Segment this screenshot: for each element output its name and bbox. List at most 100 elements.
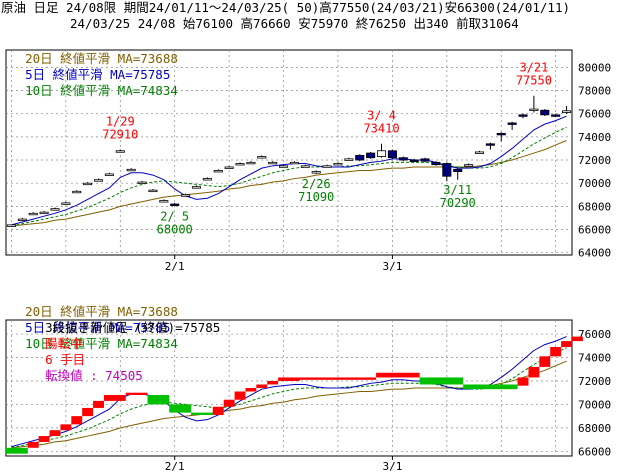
candle-body [485,143,495,146]
candle-body [72,190,82,194]
brick-up [278,377,300,381]
ma20-line [11,140,567,227]
brick-up [49,430,61,437]
brick-up [528,366,540,378]
annotation-value: 68000 [157,222,193,236]
candle-body [246,161,256,165]
top-y-tick: 70000 [578,177,611,190]
candle-body [104,173,114,176]
candle-body [322,165,332,168]
ma5-line [11,115,567,226]
header-line-2: 24/03/25 24/08 始76100 高76660 安75970 終762… [70,16,519,31]
brick-up [93,400,104,408]
legend-ma20: 20日 終値平滑 MA=73688 [25,51,178,66]
brick-up [82,407,94,417]
bottom-y-tick: 70000 [578,398,611,411]
candle-body [235,163,245,166]
legend-ma20-b: 20日 終値平滑 MA=73688 [25,304,178,319]
candle-body [551,114,561,117]
bottom-x-tick-label: 2/1 [165,460,185,473]
ma10-line [11,126,567,227]
candle-body [355,154,365,161]
status-trend: 陽転中 [45,336,83,351]
candle-body [39,211,49,215]
bottom-plot-frame [5,319,573,457]
annotation-date: 1/29 [106,114,135,128]
bottom-y-tick: 68000 [578,422,611,435]
brick-up [267,380,279,385]
brick-up [125,392,148,396]
candle-body [279,165,289,168]
annotation-value: 77550 [516,74,552,88]
candle-body [540,109,550,116]
annotation-date: 2/26 [302,177,331,191]
brick-up [38,436,50,442]
brick-up [517,377,529,386]
candle-body [289,161,299,165]
top-x-tick-label: 3/1 [382,260,402,273]
candle-body [496,132,506,136]
candle-body [376,150,387,157]
brick-up [223,399,235,407]
annotation-date: 3/ 4 [367,109,396,123]
candle-body [311,171,321,174]
brick-up [572,336,583,342]
candle-body [257,156,267,159]
candle-body [420,158,430,162]
annotation-value: 71090 [298,190,334,204]
candle-body [93,179,104,182]
candle-body [115,150,125,153]
top-x-tick-label: 2/1 [165,260,185,273]
candle-body [181,194,191,197]
candle-body [366,152,376,159]
candle-body [268,161,278,165]
candle-body [61,202,71,205]
candle-body [529,108,539,111]
brick-up [376,372,420,378]
annotation-value: 73410 [363,122,399,136]
brick-up [299,377,377,380]
legend-ma5: 5日 終値平滑 MA=75785 [25,67,171,82]
candle-body [398,157,408,161]
top-y-tick: 66000 [578,224,611,237]
candle-body [170,203,180,206]
bottom-y-tick: 66000 [578,445,611,458]
bottom-ma5-line [11,336,567,448]
candle-body [213,170,223,173]
bottom-y-tick: 76000 [578,328,611,341]
legend-ma10: 10日 終値平滑 MA=74834 [25,83,178,98]
brick-down [191,412,213,415]
candle-body [562,110,572,113]
status-step: 6 手目 [45,352,86,367]
brick-up [27,441,39,448]
brick-up [103,395,126,401]
candle-body [409,159,419,162]
candle-body [126,168,136,172]
legend-ma5-b: 5日 終値平滑 MA=75785 [25,320,171,335]
brick-up [550,346,562,357]
top-y-tick: 72000 [578,154,611,167]
bottom-y-tick: 74000 [578,352,611,365]
brick-up [60,424,72,431]
brick-up [539,356,551,367]
brick-down [419,377,464,385]
brick-up [212,406,224,415]
brick-up [561,341,572,347]
top-y-tick: 74000 [578,131,611,144]
candle-body [148,189,158,193]
annotation-date: 3/21 [519,61,548,75]
brick-down [169,404,192,413]
brick-down [463,384,518,390]
candle-body [453,168,463,173]
candle-body [83,182,93,186]
bottom-status: 3段抜き新値足 (終値)=75785 陽転中 6 手目 転換値 : 74505 [30,304,220,383]
top-y-tick: 64000 [578,247,611,260]
candle-body [387,150,397,159]
annotation-value: 72910 [102,127,138,141]
top-y-tick: 68000 [578,200,611,213]
annotation-date: 2/ 5 [160,209,189,223]
bottom-x-tick-label: 3/1 [382,460,402,473]
candlestick-chart: 64000 66000 68000 70000 72000 74000 76000 78000… [5,49,611,273]
candle-body [474,151,485,154]
